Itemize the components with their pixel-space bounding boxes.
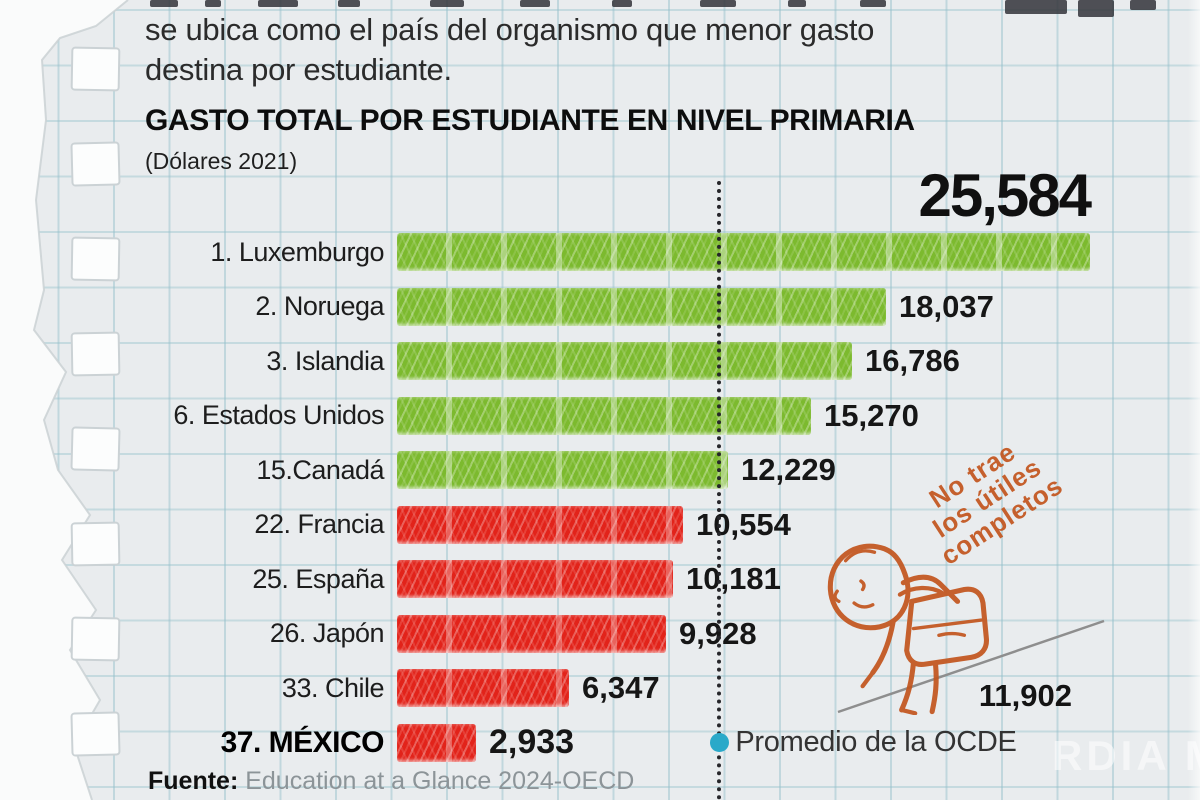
bar-label: 37. MÉXICO <box>220 725 385 759</box>
red-bar <box>397 723 476 762</box>
bar-value: 6,347 <box>582 670 660 706</box>
bar-label: 2. Noruega <box>255 291 384 322</box>
top-value-label: 25,584 <box>918 162 1092 229</box>
bar-label: 26. Japón <box>269 618 385 649</box>
chart-title: GASTO TOTAL POR ESTUDIANTE EN NIVEL PRIM… <box>145 104 915 137</box>
intro-line-1: se ubica como el país del organismo que … <box>145 12 875 47</box>
bar-row: 37. MÉXICO 2,933 <box>0 716 1200 771</box>
bar-label: 1. Luxemburgo <box>210 236 384 267</box>
average-marker-dot <box>710 733 730 752</box>
red-bar <box>397 505 683 544</box>
chart-subtitle: (Dólares 2021) <box>145 148 298 174</box>
green-bar <box>397 396 811 435</box>
bar-label: 25. España <box>252 563 384 594</box>
bar-value: 2,933 <box>489 723 575 762</box>
bar-rows: 1. Luxemburgo 2. Noruega 18,037 3. Islandia… <box>0 225 1200 770</box>
bar-label: 33. Chile <box>281 672 385 703</box>
stamp-annotation: No trae los útiles completos <box>795 436 1135 718</box>
bar-label: 15.Canadá <box>256 454 384 485</box>
bar-label: 3. Islandia <box>266 345 384 376</box>
green-bar <box>397 287 886 326</box>
source-line: Fuente: Education at a Glance 2024-OECD <box>148 767 634 796</box>
green-bar <box>397 342 852 381</box>
bar-value: 15,270 <box>824 397 919 433</box>
bar-value: 16,786 <box>865 343 960 379</box>
bar-value: 18,037 <box>899 288 994 324</box>
green-bar <box>397 451 728 490</box>
cropped-text-remnant <box>0 0 1200 20</box>
average-dashed-line <box>717 181 722 800</box>
source-text: Education at a Glance 2024-OECD <box>238 767 635 795</box>
bar-row: 3. Islandia 16,786 <box>0 334 1200 389</box>
green-bar <box>397 233 1090 272</box>
bar-value: 10,181 <box>686 561 781 597</box>
red-bar <box>397 669 569 708</box>
bar-value: 10,554 <box>696 506 791 542</box>
bar-row: 6. Estados Unidos 15,270 <box>0 389 1200 444</box>
source-prefix: Fuente: <box>148 767 239 795</box>
bar-row: 2. Noruega 18,037 <box>0 280 1200 335</box>
bar-row: 15.Canadá 12,229 <box>0 443 1200 498</box>
photo-right-edge <box>1188 0 1200 800</box>
bar-row: 26. Japón 9,928 <box>0 607 1200 662</box>
watermark: RDIA M <box>1052 732 1200 779</box>
bar-row: 1. Luxemburgo <box>0 225 1200 280</box>
bar-label: 22. Francia <box>254 509 384 540</box>
red-bar <box>397 560 673 599</box>
bar-row: 22. Francia 10,554 <box>0 498 1200 553</box>
red-bar <box>397 614 666 653</box>
bar-value: 12,229 <box>741 452 836 488</box>
bar-row: 33. Chile 6,347 <box>0 661 1200 716</box>
intro-line-2: destina por estudiante. <box>145 52 452 87</box>
bar-row: 25. España 10,181 <box>0 552 1200 607</box>
intro-text: se ubica como el país del organismo que … <box>145 10 874 90</box>
average-label: Promedio de la OCDE <box>735 726 1017 758</box>
bar-label: 6. Estados Unidos <box>173 400 384 431</box>
